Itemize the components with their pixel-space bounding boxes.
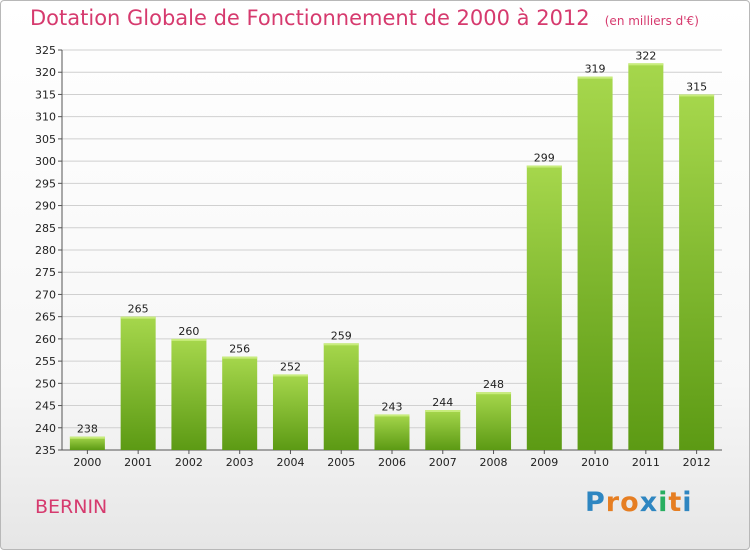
x-tick-label: 2002 [175, 456, 203, 469]
value-label-2011: 322 [635, 49, 656, 62]
value-labels: 238 265 260 256 252 259 243 244 248 299 319 322 315 [77, 49, 707, 435]
bar-highlight [323, 343, 359, 346]
bar-2003 [222, 356, 258, 450]
bar-highlight [222, 356, 258, 359]
value-label-2012: 315 [686, 80, 707, 93]
bar-highlight [679, 94, 715, 97]
x-tick-label: 2001 [124, 456, 152, 469]
value-label-2009: 299 [534, 152, 555, 165]
bar-2001 [120, 316, 156, 450]
value-label-2006: 243 [382, 400, 403, 413]
value-label-2005: 259 [331, 329, 352, 342]
y-tick-label: 275 [35, 266, 56, 279]
logo-letter: x [639, 487, 659, 518]
y-tick-label: 245 [35, 400, 56, 413]
bar-2006 [374, 414, 410, 450]
y-tick-label: 235 [35, 444, 56, 457]
bar-highlight [272, 374, 308, 377]
y-tick-label: 305 [35, 133, 56, 146]
y-tick-label: 310 [35, 111, 56, 124]
x-tick-label: 2006 [378, 456, 406, 469]
bar-highlight [425, 410, 461, 412]
bar-2004 [272, 374, 308, 450]
y-tick-label: 300 [35, 155, 56, 168]
value-label-2001: 265 [128, 303, 149, 316]
x-tick-label: 2008 [480, 456, 508, 469]
grid-lines [62, 49, 722, 451]
logo-letter: P [585, 487, 606, 518]
value-label-2010: 319 [585, 63, 606, 76]
y-tick-label: 295 [35, 177, 56, 190]
value-label-2007: 244 [432, 396, 453, 409]
bar-highlight [69, 436, 105, 439]
y-tick-label: 285 [35, 222, 56, 235]
bar-2009 [526, 165, 562, 451]
value-label-2000: 238 [77, 423, 98, 436]
value-label-2002: 260 [178, 325, 199, 338]
y-tick-label: 315 [35, 88, 56, 101]
chart-title-main: Dotation Globale de Fonctionnement de 20… [30, 6, 590, 30]
bar-highlight [171, 338, 207, 341]
x-tick-label: 2007 [429, 456, 457, 469]
bar-2010 [577, 76, 613, 451]
commune-name: BERNIN [35, 496, 108, 518]
x-tick-label: 2000 [73, 456, 101, 469]
y-tick-label: 265 [35, 311, 56, 324]
bar-2012 [679, 94, 715, 450]
x-tick-label: 2012 [683, 456, 711, 469]
x-tick-label: 2010 [581, 456, 609, 469]
bar-2008 [476, 392, 512, 450]
bar-2007 [425, 410, 461, 450]
y-tick-label: 320 [35, 66, 56, 79]
y-tick-label: 270 [35, 288, 56, 301]
bar-2002 [171, 338, 207, 450]
value-label-2008: 248 [483, 378, 504, 391]
y-tick-label: 240 [35, 422, 56, 435]
bar-highlight [577, 76, 613, 79]
bar-2011 [628, 63, 664, 450]
y-tick-label: 290 [35, 200, 56, 213]
bar-highlight [120, 316, 156, 319]
x-tick-label: 2005 [327, 456, 355, 469]
chart-subtitle: (en milliers d'€) [604, 14, 699, 28]
bar-2000 [69, 436, 105, 450]
bar-2005 [323, 343, 359, 450]
logo-letter: t [668, 487, 683, 518]
y-tick-label: 325 [35, 44, 56, 57]
chart-title: Dotation Globale de Fonctionnement de 20… [30, 6, 699, 30]
x-tick-label: 2003 [226, 456, 254, 469]
value-label-2004: 252 [280, 360, 301, 373]
logo-letter: i [682, 487, 693, 518]
y-tick-label: 250 [35, 377, 56, 390]
x-tick-label: 2009 [530, 456, 558, 469]
proxiti-logo: Proxiti [585, 487, 693, 518]
x-tick-label: 2004 [276, 456, 304, 469]
logo-letter: o [620, 487, 640, 518]
bar-highlight [476, 392, 512, 395]
y-tick-label: 260 [35, 333, 56, 346]
bars [69, 63, 715, 451]
bar-highlight [374, 414, 410, 417]
bar-highlight [526, 165, 562, 168]
logo-letter: i [658, 487, 669, 518]
x-tick-labels: 2000 2001 2002 2003 2004 2005 2006 2007 2008 2009… [73, 450, 711, 469]
y-tick-labels: 235 240 245 250 255 260 265 270 275 280 285 290 295 3… [35, 44, 62, 457]
logo-letter: r [605, 487, 621, 518]
x-tick-label: 2011 [632, 456, 660, 469]
value-label-2003: 256 [229, 343, 250, 356]
bar-highlight [628, 63, 664, 66]
y-tick-label: 280 [35, 244, 56, 257]
y-tick-label: 255 [35, 355, 56, 368]
